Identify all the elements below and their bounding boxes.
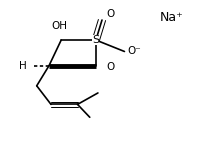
Text: H: H <box>19 61 26 71</box>
Text: Na⁺: Na⁺ <box>160 11 183 24</box>
Text: S: S <box>92 35 99 45</box>
Text: O⁻: O⁻ <box>128 46 142 56</box>
Text: O: O <box>106 62 114 72</box>
Text: OH: OH <box>51 21 67 31</box>
Text: O: O <box>106 9 114 19</box>
